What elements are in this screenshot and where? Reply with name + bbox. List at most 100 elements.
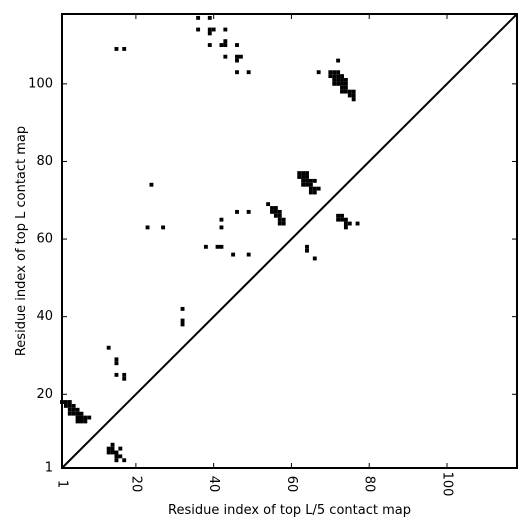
contact-point (75, 415, 80, 420)
contact-point (266, 202, 271, 207)
contact-point (114, 454, 119, 459)
contact-point (336, 81, 341, 86)
contact-point (219, 43, 224, 47)
contact-point (340, 78, 344, 82)
contact-point (203, 244, 208, 249)
contact-point (316, 186, 321, 191)
contact-point (246, 252, 251, 257)
contact-point (71, 411, 76, 416)
contact-point (332, 74, 337, 79)
contact-point (223, 27, 228, 32)
contact-point (161, 225, 166, 230)
contact-point (118, 454, 123, 459)
contact-point (122, 372, 127, 377)
contact-point (211, 27, 216, 32)
contact-point (340, 81, 344, 86)
contact-point (343, 221, 348, 226)
contact-point (207, 27, 212, 32)
contact-point (355, 221, 360, 226)
contact-point (67, 403, 72, 408)
contact-point (207, 15, 212, 20)
y-tick-label: 60 (36, 232, 53, 247)
contact-point (336, 78, 341, 82)
y-tick-label: 20 (36, 387, 53, 402)
contact-point (223, 39, 228, 44)
contact-point (332, 78, 337, 82)
x-tick-label: 80 (362, 476, 377, 493)
contact-point (328, 70, 333, 75)
contact-point (114, 458, 119, 463)
contact-point (336, 213, 341, 218)
contact-point (180, 322, 185, 327)
contact-point (118, 446, 123, 451)
contact-point (277, 209, 282, 214)
contact-point (305, 178, 309, 183)
contact-point (277, 213, 282, 218)
contact-point (87, 415, 92, 420)
contact-point (343, 225, 348, 230)
contact-point (223, 54, 228, 59)
contact-point (347, 221, 352, 226)
y-axis-label: Residue index of top L contact map (14, 126, 29, 356)
contact-point (340, 217, 344, 222)
contact-point (270, 209, 274, 214)
contact-point (79, 415, 84, 420)
contact-point (336, 74, 341, 79)
contact-point (122, 376, 127, 381)
contact-point (316, 70, 321, 75)
contact-point (67, 400, 72, 404)
contact-point (343, 89, 348, 94)
contact-point (308, 186, 313, 191)
contact-point (106, 450, 111, 455)
contact-point (312, 256, 317, 261)
contact-point (301, 178, 306, 183)
contact-point (67, 411, 72, 416)
contact-point (308, 178, 313, 183)
contact-point (114, 46, 119, 51)
contact-point (343, 217, 348, 222)
contact-point (277, 221, 282, 226)
contact-point (219, 244, 224, 249)
x-tick-label: 60 (284, 476, 299, 493)
contact-point (149, 182, 154, 187)
contact-point (347, 93, 352, 98)
contact-point (297, 171, 302, 176)
contact-point (180, 306, 185, 311)
contact-point (145, 225, 150, 230)
contact-point (235, 70, 239, 75)
contact-point (75, 407, 80, 412)
contact-point (340, 85, 344, 90)
contact-point (270, 206, 274, 210)
plot-frame (61, 13, 518, 469)
contact-point (207, 43, 212, 47)
contact-point (277, 217, 282, 222)
contact-point (75, 411, 80, 416)
contact-point (281, 217, 286, 222)
contact-point (67, 407, 72, 412)
contact-point (340, 213, 344, 218)
contact-point (297, 175, 302, 179)
contact-point (343, 81, 348, 86)
x-tick-label: 40 (206, 476, 221, 493)
contact-point (207, 31, 212, 36)
contact-point (235, 209, 239, 214)
contact-point (301, 182, 306, 187)
contact-point (83, 419, 88, 424)
contact-point (235, 58, 239, 63)
contact-point (343, 78, 348, 82)
x-tick-label: 20 (128, 476, 143, 493)
y-tick-label: 40 (36, 309, 53, 324)
contact-point (238, 54, 243, 59)
contact-point (351, 97, 356, 102)
x-axis-label: Residue index of top L/5 contact map (168, 503, 411, 518)
contact-point (235, 43, 239, 47)
contact-point (273, 213, 278, 218)
contact-point (114, 357, 119, 362)
contact-point (110, 446, 115, 451)
contact-point (110, 442, 115, 447)
contact-point (273, 206, 278, 210)
contact-point (351, 93, 356, 98)
contact-point (305, 182, 309, 187)
